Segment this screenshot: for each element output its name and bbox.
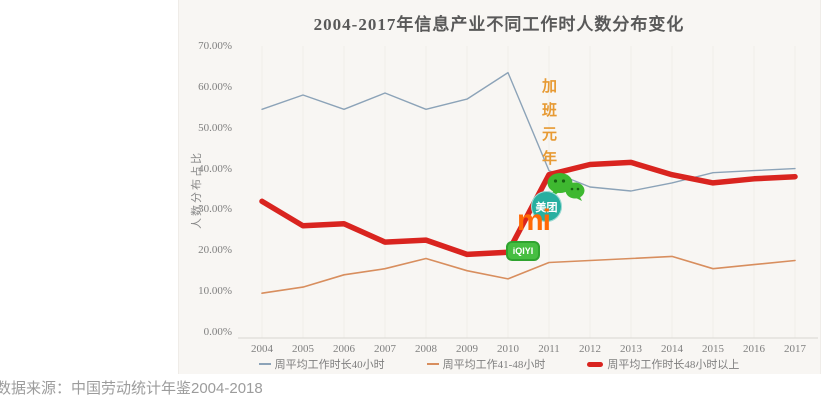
x-tick-label: 2017	[784, 343, 806, 355]
legend-marker-48h-plus	[587, 361, 604, 367]
iqiyi-logo: iQIYI	[506, 241, 540, 261]
y-tick-label: 20.00%	[198, 244, 232, 257]
source-note: 数据来源：中国劳动统计年鉴2004-2018	[0, 380, 263, 397]
y-tick-label: 30.00%	[198, 203, 232, 216]
x-tick-label: 2016	[743, 343, 765, 355]
y-tick-label: 10.00%	[198, 285, 232, 298]
legend-label-41-48h: 周平均工作41-48小时	[442, 359, 546, 371]
x-tick-label: 2014	[661, 343, 683, 355]
legend-item-40h: 周平均工作时长40小时	[258, 356, 385, 372]
x-tick-label: 2013	[620, 343, 642, 355]
legend: 周平均工作时长40小时 周平均工作41-48小时 周平均工作时长48小时以上	[178, 356, 820, 372]
series-line-2	[261, 255, 796, 295]
overtime-annotation: 加班元年	[540, 78, 556, 174]
x-tick-label: 2004	[251, 343, 273, 355]
plot-panel	[178, 0, 821, 374]
legend-label-40h: 周平均工作时长40小时	[274, 359, 385, 371]
y-tick-label: 50.00%	[198, 121, 232, 134]
legend-marker-41-48h	[426, 363, 439, 365]
x-tick-label: 2011	[538, 343, 560, 355]
x-tick-label: 2009	[456, 343, 478, 355]
meituan-logo-text: 美团	[535, 201, 558, 214]
y-tick-label: 60.00%	[198, 80, 232, 93]
x-tick-label: 2010	[497, 343, 519, 355]
y-tick-label: 70.00%	[198, 40, 232, 52]
legend-label-48h-plus: 周平均工作时长48小时以上	[607, 359, 740, 371]
legend-item-41-48h: 周平均工作41-48小时	[426, 356, 546, 372]
legend-item-48h-plus: 周平均工作时长48小时以上	[587, 356, 739, 372]
x-tick-label: 2007	[374, 343, 396, 355]
x-tick-label: 2012	[579, 343, 601, 355]
xiaomi-logo: mi	[517, 204, 551, 237]
series-line-1	[261, 71, 796, 192]
chart-title: 2004-2017年信息产业不同工作时人数分布变化	[313, 15, 685, 34]
x-axis-ticks: 2004 2005 2006 2007 2008 2009 2010 2011 2012 2013…	[0, 343, 840, 359]
meituan-logo: 美团	[531, 191, 562, 222]
x-tick-label: 2015	[702, 343, 724, 355]
x-tick-label: 2005	[292, 343, 314, 355]
x-tick-label: 2006	[333, 343, 355, 355]
y-axis-ticks: 0.00% 10.00% 20.00% 30.00% 40.00% 50.00% 60.00…	[0, 0, 240, 360]
legend-marker-40h	[258, 363, 271, 365]
x-tick-label: 2008	[415, 343, 437, 355]
y-tick-label: 40.00%	[198, 162, 232, 175]
y-tick-label: 0.00%	[203, 326, 232, 338]
series-line-3	[259, 159, 798, 258]
